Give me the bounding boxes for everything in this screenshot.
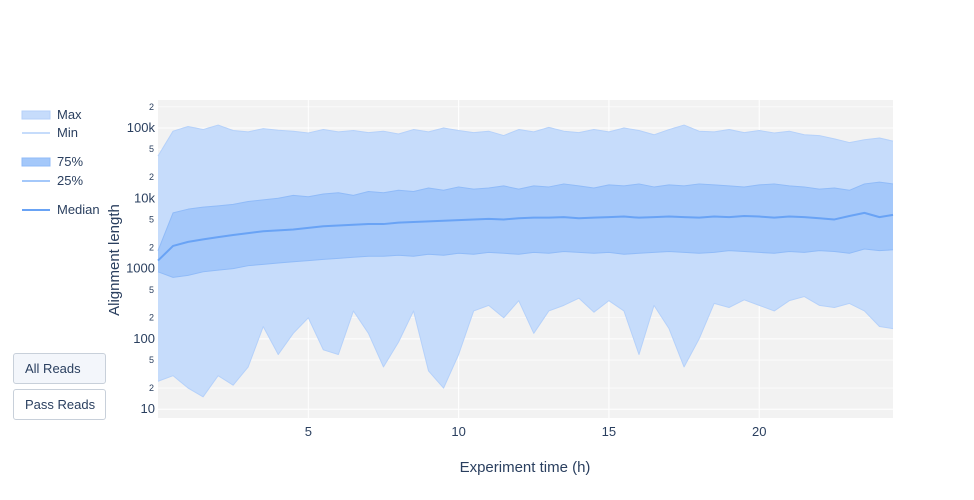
legend-item-25pct[interactable]: 25% — [22, 173, 83, 188]
y-minor-tick-label: 2 — [149, 383, 154, 393]
x-tick-label: 15 — [602, 424, 616, 439]
y-tick-label: 10k — [134, 190, 155, 205]
legend-swatch — [21, 157, 51, 167]
legend-item-max[interactable]: Max — [21, 107, 82, 122]
x-tick-label: 10 — [451, 424, 465, 439]
pass-reads-button[interactable]: Pass Reads — [13, 389, 106, 420]
median-series-line — [157, 211, 894, 262]
y-minor-tick-label: 5 — [149, 285, 154, 295]
legend-label: 25% — [57, 173, 83, 188]
all-reads-button[interactable]: All Reads — [13, 353, 106, 384]
y-minor-tick-label: 5 — [149, 355, 154, 365]
max-series-line — [157, 124, 894, 157]
y-minor-tick-label: 2 — [149, 102, 154, 112]
y-tick-label: 1000 — [126, 261, 155, 276]
y-minor-tick-label: 2 — [149, 313, 154, 323]
legend-label: Min — [57, 125, 78, 140]
y-minor-tick-label: 2 — [149, 242, 154, 252]
x-tick-label: 20 — [752, 424, 766, 439]
axis-ticks: 10 100 1000 10k 100k 2 5 2 5 2 5 2 5 2 5 10 15 20 — [126, 102, 766, 439]
legend-item-min[interactable]: Min — [22, 125, 78, 140]
q25-series-line — [157, 248, 894, 278]
y-axis-title: Alignment length — [106, 204, 123, 316]
x-axis-title: Experiment time (h) — [460, 459, 591, 476]
interquartile-band — [158, 182, 893, 278]
series-layer — [157, 124, 894, 398]
y-tick-label: 10 — [141, 401, 155, 416]
legend-item-75pct[interactable]: 75% — [21, 154, 83, 169]
legend-item-median[interactable]: Median — [22, 202, 100, 217]
y-minor-tick-label: 5 — [149, 144, 154, 154]
legend[interactable]: Max Min 75% 25% Median — [21, 107, 100, 217]
legend-swatch — [21, 110, 51, 120]
legend-label: 75% — [57, 154, 83, 169]
x-tick-label: 5 — [305, 424, 312, 439]
y-tick-label: 100 — [133, 331, 155, 346]
y-tick-label: 100k — [127, 120, 156, 135]
q75-series-line — [157, 181, 894, 251]
y-minor-tick-label: 5 — [149, 214, 154, 224]
y-minor-tick-label: 2 — [149, 172, 154, 182]
legend-label: Median — [57, 202, 100, 217]
min-series-line — [157, 296, 894, 398]
legend-label: Max — [57, 107, 82, 122]
